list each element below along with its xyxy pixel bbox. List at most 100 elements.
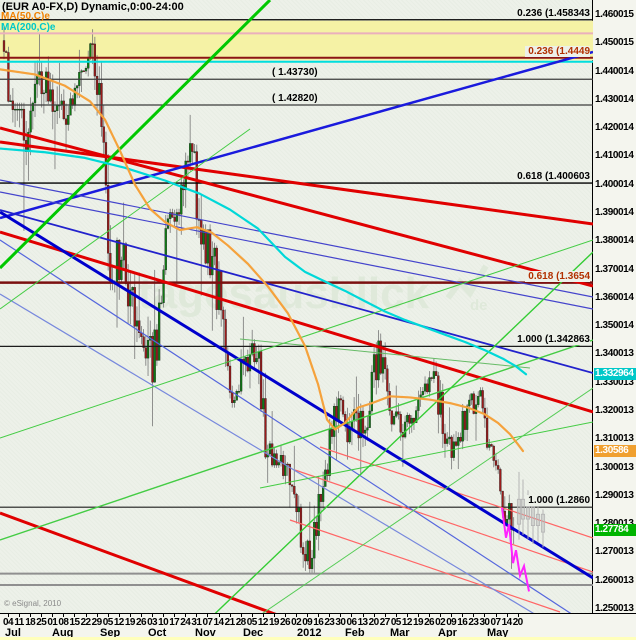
date-tick-mark xyxy=(129,614,131,617)
month-label: 2012 xyxy=(297,627,322,639)
month-label: Feb xyxy=(345,627,365,639)
date-tick-mark xyxy=(285,614,286,617)
price-tick-label: 1.430014 xyxy=(595,93,634,105)
date-tick-mark xyxy=(152,614,154,617)
date-tick-mark xyxy=(229,614,231,617)
price-tick-label: 1.300013 xyxy=(595,461,634,473)
date-tick-mark xyxy=(63,614,65,617)
price-tick-label: 1.400014 xyxy=(595,178,634,190)
date-tick-label: 26 xyxy=(424,617,435,628)
forecast-layer xyxy=(501,507,530,592)
date-tick-label: 30 xyxy=(479,617,490,628)
date-tick-label: 22 xyxy=(80,617,92,628)
fib-level-label: ( 1.43730) xyxy=(272,67,318,79)
date-tick-label: 19 xyxy=(268,617,280,628)
price-tick-label: 1.270013 xyxy=(595,546,634,558)
date-tick-label: 11 xyxy=(14,617,24,628)
date-tick-mark xyxy=(273,614,275,617)
date-tick-label: 16 xyxy=(457,617,468,628)
date-tick-label: 24 xyxy=(180,617,191,628)
projection-ghost-candles xyxy=(516,471,546,548)
month-label: Dec xyxy=(243,627,264,639)
date-tick-mark xyxy=(196,614,198,617)
date-tick-label: 21 xyxy=(224,617,236,628)
fib-level-label: 0.618 (1.400603 xyxy=(514,171,590,183)
date-tick-mark xyxy=(140,614,142,617)
date-axis[interactable]: 04 11 18 25 01 08 15 22 29 05 12 19 26 03 10 17 24 31 07 14… xyxy=(0,613,636,640)
date-tick-mark xyxy=(429,614,431,617)
levels-layer xyxy=(0,19,593,586)
date-tick-mark xyxy=(118,614,120,617)
date-tick-mark xyxy=(218,614,220,617)
date-tick-label: 23 xyxy=(324,617,335,628)
date-tick-mark xyxy=(240,614,242,617)
date-tick-label: 27 xyxy=(379,617,391,628)
date-tick-mark xyxy=(462,614,464,617)
resistance-band xyxy=(0,20,593,61)
date-tick-mark xyxy=(163,614,165,617)
price-chart-plot[interactable]: tagesausblick de (EUR A0-FX,D) Dynamic,0:… xyxy=(0,0,593,613)
date-tick-mark xyxy=(406,614,408,617)
date-tick-mark xyxy=(373,614,375,617)
fib-level-label: 0.618 (1.3654 xyxy=(525,270,590,282)
date-tick-label: 28 xyxy=(235,617,247,628)
date-tick-label: 05 xyxy=(246,617,258,628)
price-tick-label: 1.250013 xyxy=(595,602,634,614)
date-tick-mark xyxy=(417,614,419,617)
fib-level-label: 1.000 (1.2860 xyxy=(525,495,590,507)
date-tick-label: 07 xyxy=(490,617,502,628)
date-tick-mark xyxy=(207,614,209,617)
forecast-zigzag xyxy=(501,507,530,592)
date-tick-label: 03 xyxy=(147,617,158,628)
date-tick-mark xyxy=(262,614,264,617)
date-tick-mark xyxy=(85,614,87,617)
date-tick-mark xyxy=(495,614,497,617)
date-tick-label: 09 xyxy=(446,617,457,628)
date-tick-label: 12 xyxy=(113,617,125,628)
month-label: Mar xyxy=(390,627,410,639)
date-tick-label: 20 xyxy=(512,617,524,628)
month-label: May xyxy=(487,627,509,639)
last-price-tag: 1.27784 xyxy=(594,524,636,537)
date-tick-mark xyxy=(362,614,364,617)
date-tick-label: 14 xyxy=(213,617,225,628)
date-tick-mark xyxy=(74,614,76,617)
date-tick-mark xyxy=(484,614,486,617)
date-tick-label: 18 xyxy=(25,617,36,628)
date-tick-mark xyxy=(296,614,298,617)
date-tick-label: 31 xyxy=(191,617,202,628)
date-tick-label: 29 xyxy=(91,617,103,628)
price-tick-label: 1.450015 xyxy=(595,37,634,49)
date-tick-label: 05 xyxy=(102,617,114,628)
fib-level-label: 1.000 (1.342863 xyxy=(514,334,590,346)
fib-level-label: 0.236 (1.458343 xyxy=(514,7,590,19)
price-tick-label: 1.290013 xyxy=(595,489,634,501)
watermark-zigzag-icon xyxy=(445,264,489,300)
month-label: Oct xyxy=(148,627,167,639)
month-label: Jul xyxy=(5,627,21,639)
date-tick-label: 14 xyxy=(501,617,513,628)
ma50-tag: 1.30586 xyxy=(594,445,636,458)
date-tick-label: 26 xyxy=(135,617,147,628)
price-tick-label: 1.390014 xyxy=(595,206,634,218)
price-axis[interactable]: 1.460015 1.450015 1.440014 1.430014 1.420014… xyxy=(594,0,636,640)
price-tick-label: 1.460015 xyxy=(595,9,634,20)
date-tick-label: 25 xyxy=(36,617,47,628)
ma50-label: MA(50,C)e xyxy=(1,11,50,22)
month-label: Apr xyxy=(438,627,457,639)
date-tick-mark xyxy=(451,614,453,617)
date-tick-mark xyxy=(506,614,508,617)
date-tick-mark xyxy=(41,614,43,617)
chart-title: (EUR A0-FX,D) Dynamic,0:00-24:00 xyxy=(2,1,184,13)
date-tick-mark xyxy=(96,614,98,617)
date-tick-mark xyxy=(329,614,331,617)
date-tick-mark xyxy=(52,614,54,617)
price-tick-label: 1.280013 xyxy=(595,518,634,529)
date-tick-label: 01 xyxy=(47,617,58,628)
date-tick-mark xyxy=(19,614,21,617)
date-tick-label: 20 xyxy=(368,617,380,628)
date-tick-label: 12 xyxy=(257,617,269,628)
date-tick-label: 17 xyxy=(169,617,180,628)
date-tick-label: 02 xyxy=(435,617,446,628)
